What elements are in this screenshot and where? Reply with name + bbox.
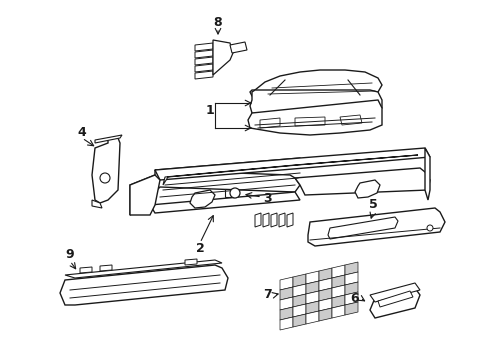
Polygon shape: [229, 42, 246, 53]
Polygon shape: [331, 265, 345, 278]
Circle shape: [100, 173, 110, 183]
Polygon shape: [184, 259, 197, 265]
Polygon shape: [292, 294, 305, 307]
Polygon shape: [345, 272, 357, 285]
Polygon shape: [345, 292, 357, 305]
Polygon shape: [377, 291, 412, 307]
Text: 4: 4: [78, 126, 86, 139]
Polygon shape: [294, 117, 325, 126]
Polygon shape: [65, 260, 222, 278]
Polygon shape: [195, 64, 213, 72]
Polygon shape: [130, 170, 299, 215]
Polygon shape: [100, 265, 112, 271]
Polygon shape: [292, 274, 305, 287]
Text: 1: 1: [205, 104, 214, 117]
Polygon shape: [307, 208, 444, 246]
Polygon shape: [294, 168, 429, 195]
Polygon shape: [260, 118, 280, 128]
Text: 5: 5: [368, 198, 377, 211]
Polygon shape: [60, 265, 227, 305]
Polygon shape: [369, 283, 419, 302]
Polygon shape: [424, 148, 429, 200]
Polygon shape: [327, 217, 397, 239]
Polygon shape: [305, 301, 318, 314]
Polygon shape: [155, 148, 429, 180]
Polygon shape: [195, 71, 213, 79]
Text: 9: 9: [65, 248, 74, 261]
Circle shape: [229, 188, 240, 198]
Polygon shape: [224, 189, 232, 197]
Polygon shape: [280, 277, 292, 290]
Polygon shape: [92, 138, 120, 203]
Polygon shape: [331, 275, 345, 288]
Polygon shape: [318, 268, 331, 281]
Polygon shape: [155, 158, 305, 177]
Polygon shape: [318, 308, 331, 321]
Text: 3: 3: [263, 192, 272, 204]
Polygon shape: [254, 213, 261, 227]
Polygon shape: [247, 100, 381, 135]
Text: 6: 6: [350, 292, 359, 305]
Polygon shape: [354, 180, 379, 198]
Polygon shape: [318, 288, 331, 301]
Polygon shape: [331, 305, 345, 318]
Polygon shape: [305, 291, 318, 304]
Polygon shape: [331, 295, 345, 308]
Polygon shape: [345, 302, 357, 315]
Polygon shape: [280, 297, 292, 310]
Polygon shape: [279, 213, 285, 227]
Circle shape: [426, 225, 432, 231]
Polygon shape: [305, 311, 318, 324]
Polygon shape: [331, 285, 345, 298]
Polygon shape: [213, 40, 232, 75]
Text: 7: 7: [263, 288, 272, 302]
Polygon shape: [345, 282, 357, 295]
Polygon shape: [305, 281, 318, 294]
Polygon shape: [249, 70, 381, 104]
Polygon shape: [305, 271, 318, 284]
Polygon shape: [92, 200, 102, 208]
Polygon shape: [339, 115, 361, 125]
Polygon shape: [270, 213, 276, 227]
Polygon shape: [195, 43, 213, 51]
Text: 8: 8: [213, 15, 222, 28]
Polygon shape: [95, 135, 122, 143]
Polygon shape: [249, 90, 381, 122]
Polygon shape: [195, 57, 213, 65]
Polygon shape: [286, 213, 292, 227]
Polygon shape: [345, 262, 357, 275]
Polygon shape: [130, 175, 160, 215]
Polygon shape: [318, 278, 331, 291]
Polygon shape: [263, 213, 268, 227]
Polygon shape: [163, 155, 417, 185]
Polygon shape: [292, 314, 305, 327]
Polygon shape: [280, 287, 292, 300]
Polygon shape: [369, 288, 419, 318]
Polygon shape: [318, 298, 331, 311]
Polygon shape: [150, 192, 299, 213]
Text: 2: 2: [195, 242, 204, 255]
Polygon shape: [280, 317, 292, 330]
Polygon shape: [190, 190, 215, 208]
Polygon shape: [195, 50, 213, 58]
Polygon shape: [80, 267, 92, 273]
Polygon shape: [292, 284, 305, 297]
Polygon shape: [292, 304, 305, 317]
Polygon shape: [280, 307, 292, 320]
